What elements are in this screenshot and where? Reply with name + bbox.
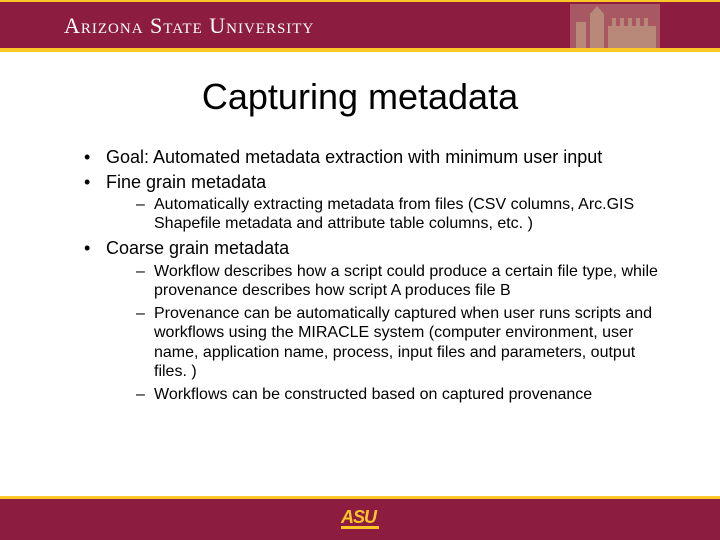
sub-bullet-item: Workflow describes how a script could pr… — [136, 262, 660, 300]
footer-band: ASU — [0, 496, 720, 540]
slide-content: Capturing metadata Goal: Automated metad… — [0, 52, 720, 404]
sub-bullet-text: Automatically extracting metadata from f… — [154, 196, 634, 232]
sub-bullet-text: Workflows can be constructed based on ca… — [154, 386, 592, 403]
footer-logo: ASU — [341, 507, 379, 529]
footer-accent-top — [0, 496, 720, 499]
sub-bullet-text: Provenance can be automatically captured… — [154, 305, 652, 380]
header-building-graphic — [570, 4, 660, 48]
university-name: Arizona State University — [64, 13, 314, 39]
bullet-item: Coarse grain metadata Workflow describes… — [84, 237, 660, 404]
bullet-text: Fine grain metadata — [106, 172, 266, 192]
bullet-text: Coarse grain metadata — [106, 238, 289, 258]
footer-logo-text: ASU — [341, 507, 376, 527]
sub-bullet-text: Workflow describes how a script could pr… — [154, 263, 658, 299]
sub-bullet-item: Automatically extracting metadata from f… — [136, 195, 660, 233]
header-accent-bottom — [0, 48, 720, 52]
bullet-item: Goal: Automated metadata extraction with… — [84, 146, 660, 169]
sub-bullet-item: Workflows can be constructed based on ca… — [136, 385, 660, 404]
slide-title: Capturing metadata — [60, 76, 660, 118]
bullet-item: Fine grain metadata Automatically extrac… — [84, 171, 660, 234]
header-band: Arizona State University — [0, 0, 720, 52]
header-accent-top — [0, 0, 720, 2]
bullet-text: Goal: Automated metadata extraction with… — [106, 147, 602, 167]
bullet-list-level2: Workflow describes how a script could pr… — [106, 262, 660, 404]
bullet-list-level1: Goal: Automated metadata extraction with… — [60, 146, 660, 404]
bullet-list-level2: Automatically extracting metadata from f… — [106, 195, 660, 233]
sub-bullet-item: Provenance can be automatically captured… — [136, 304, 660, 381]
